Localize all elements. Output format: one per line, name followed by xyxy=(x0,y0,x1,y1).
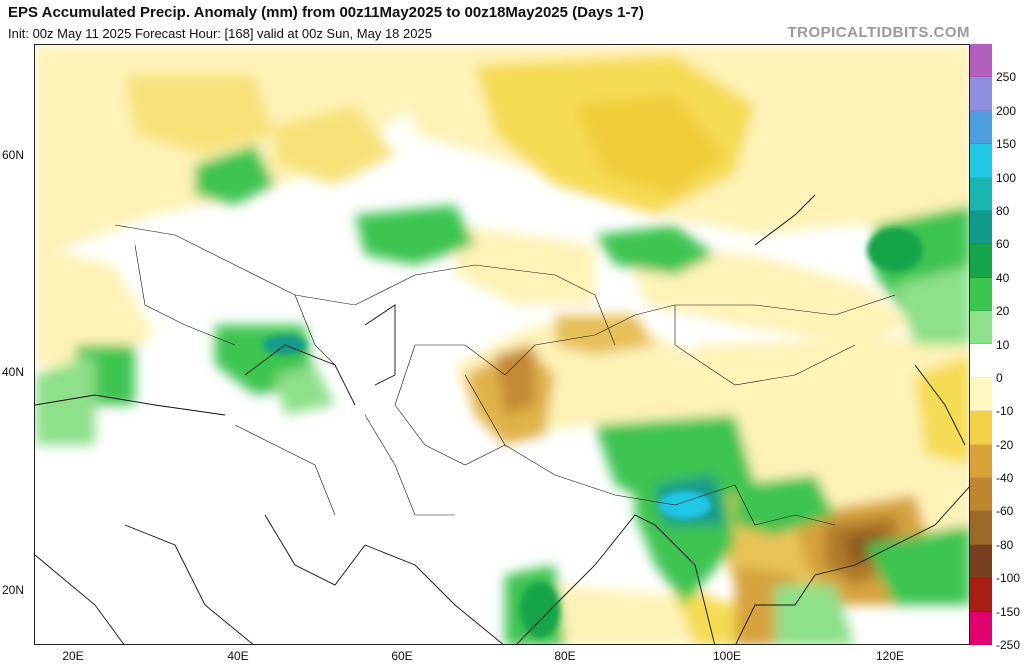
legend-label: 40 xyxy=(996,270,1010,285)
legend-label: 150 xyxy=(996,137,1017,152)
legend-label: -40 xyxy=(996,471,1014,486)
map-subtitle: Init: 00z May 11 2025 Forecast Hour: [16… xyxy=(8,26,432,41)
legend-label: 60 xyxy=(996,237,1010,252)
legend-label: 10 xyxy=(996,337,1010,352)
legend-swatch xyxy=(970,611,992,645)
legend-label: 80 xyxy=(996,203,1010,218)
country-borders xyxy=(114,224,896,526)
legend-label: -10 xyxy=(996,404,1014,419)
legend-swatch xyxy=(970,311,992,345)
lon-label-120e: 120E xyxy=(875,649,905,663)
legend-swatch xyxy=(970,478,992,512)
coastlines xyxy=(35,194,969,644)
legend-label: -150 xyxy=(996,604,1021,619)
precip-anomaly-map[interactable] xyxy=(34,44,970,645)
anomaly-field xyxy=(35,45,969,644)
legend-swatch xyxy=(970,444,992,479)
lon-label-80e: 80E xyxy=(554,649,576,663)
legend-label: 0 xyxy=(996,370,1003,385)
heavy-precip-cells xyxy=(263,228,923,638)
map-title: EPS Accumulated Precip. Anomaly (mm) fro… xyxy=(8,4,644,21)
legend-label: -20 xyxy=(996,437,1014,452)
legend-swatch xyxy=(970,377,992,412)
lat-label-60n: 60N xyxy=(2,148,25,162)
legend-label: 20 xyxy=(996,304,1010,319)
legend-swatch xyxy=(970,44,992,78)
legend-label: -250 xyxy=(996,638,1021,652)
legend-swatch xyxy=(970,511,992,545)
lon-label-40e: 40E xyxy=(227,649,249,663)
lat-label-20n: 20N xyxy=(2,583,25,597)
legend-swatch xyxy=(970,177,992,211)
legend-label: -100 xyxy=(996,571,1021,586)
legend-swatch xyxy=(970,411,992,445)
legend-swatch xyxy=(970,544,992,579)
legend-label: 250 xyxy=(996,70,1017,85)
legend-swatch xyxy=(970,144,992,178)
legend-label: -80 xyxy=(996,537,1014,552)
brand-watermark[interactable]: TROPICALTIDBITS.COM xyxy=(787,24,970,41)
legend-swatch xyxy=(970,277,992,312)
legend-swatch xyxy=(970,244,992,278)
map-canvas xyxy=(35,45,969,644)
legend-label: -60 xyxy=(996,504,1014,519)
lon-label-60e: 60E xyxy=(391,649,413,663)
legend-swatch xyxy=(970,210,992,245)
lon-label-20e: 20E xyxy=(62,649,84,663)
legend-swatch xyxy=(970,110,992,145)
legend-swatch xyxy=(970,77,992,111)
legend-label: 200 xyxy=(996,103,1017,118)
lon-label-100e: 100E xyxy=(712,649,742,663)
legend-label: 100 xyxy=(996,170,1017,185)
lat-label-40n: 40N xyxy=(2,365,25,379)
legend-swatch xyxy=(970,344,992,378)
legend-swatch xyxy=(970,578,992,612)
color-scale-legend: 250 200 150 100 80 60 40 20 10 0 -10 -20 -40 -60 -80 -1… xyxy=(970,44,1020,652)
